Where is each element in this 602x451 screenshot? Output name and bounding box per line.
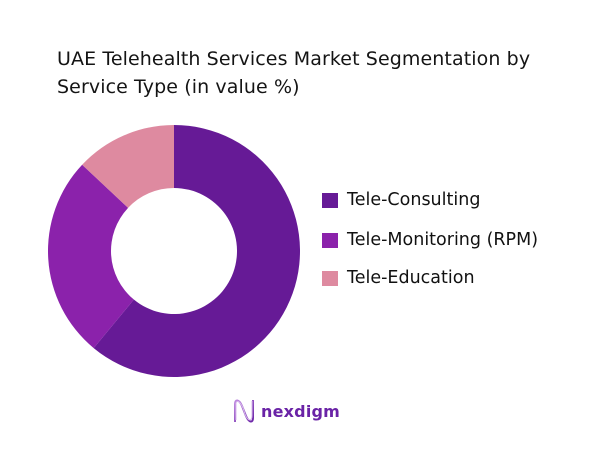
donut-slice-tele-education bbox=[82, 125, 174, 208]
logo-text: nexdigm bbox=[261, 401, 341, 421]
nexdigm-logo: nexdigm bbox=[233, 398, 340, 424]
legend-label: Tele-Education bbox=[347, 268, 475, 288]
legend-item-tele-monitoring: Tele-Monitoring (RPM) bbox=[322, 228, 538, 252]
chart-title: UAE Telehealth Services Market Segmentat… bbox=[57, 45, 577, 101]
legend-swatch bbox=[322, 192, 338, 208]
nexdigm-wave-icon bbox=[234, 399, 254, 423]
legend-label: Tele-Consulting bbox=[347, 190, 481, 210]
chart-title-line-2: Service Type (in value %) bbox=[57, 76, 300, 98]
donut-slice-tele-monitoring-rpm bbox=[48, 164, 134, 349]
donut-slice-tele-consulting bbox=[93, 125, 300, 377]
legend-swatch bbox=[322, 232, 338, 248]
legend-item-tele-consulting: Tele-Consulting bbox=[322, 188, 480, 212]
legend-swatch bbox=[322, 270, 338, 286]
legend-label: Tele-Monitoring (RPM) bbox=[347, 230, 539, 250]
chart-title-line-1: UAE Telehealth Services Market Segmentat… bbox=[57, 48, 531, 70]
legend-item-tele-education: Tele-Education bbox=[322, 266, 475, 290]
